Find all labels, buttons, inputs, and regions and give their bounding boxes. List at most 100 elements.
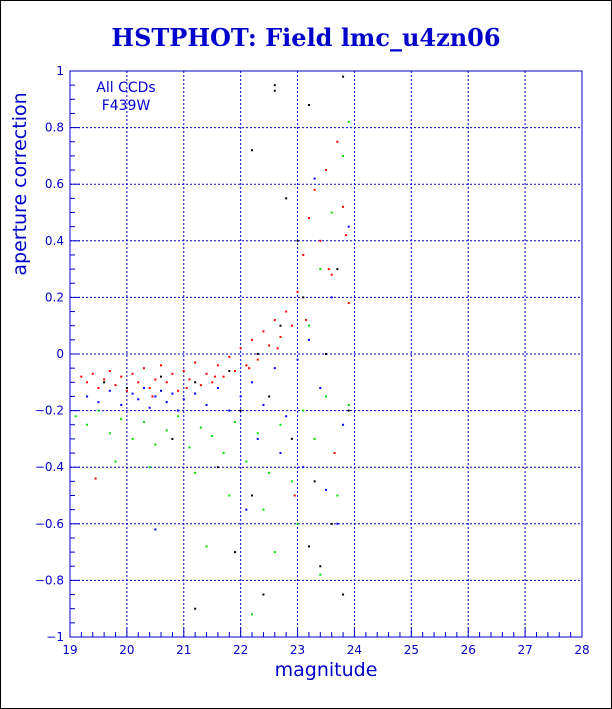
data-point	[194, 381, 197, 384]
data-point	[228, 355, 231, 358]
data-point	[251, 613, 254, 616]
data-point	[279, 452, 282, 455]
data-point	[307, 324, 310, 327]
data-point	[290, 437, 293, 440]
data-point	[245, 460, 248, 463]
data-point	[313, 177, 316, 180]
data-point	[125, 389, 128, 392]
chart-title: HSTPHOT: Field lmc_u4zn06	[111, 23, 500, 52]
data-point	[148, 466, 151, 469]
data-point	[325, 395, 327, 398]
data-point	[108, 369, 111, 372]
data-point	[194, 607, 197, 610]
y-tick-label: 0	[56, 347, 64, 361]
data-point	[273, 319, 276, 322]
x-tick-label: 25	[404, 643, 419, 657]
data-point	[160, 364, 163, 367]
data-point	[251, 149, 254, 152]
data-point	[245, 364, 248, 367]
data-point	[307, 217, 310, 220]
data-point	[165, 381, 168, 384]
data-point	[171, 437, 174, 440]
data-point	[108, 389, 111, 392]
data-point	[256, 353, 259, 355]
data-point	[239, 409, 242, 412]
data-point	[256, 432, 259, 435]
data-point	[296, 522, 299, 525]
data-point	[285, 197, 288, 200]
data-point	[194, 392, 197, 395]
data-point	[211, 435, 214, 438]
data-point	[228, 494, 231, 497]
data-point	[97, 409, 100, 412]
data-point	[256, 437, 259, 440]
data-point	[305, 319, 308, 322]
data-point	[171, 392, 174, 395]
data-point	[262, 593, 265, 596]
data-point	[279, 423, 282, 426]
data-point	[142, 420, 145, 423]
data-point	[296, 239, 299, 242]
x-tick-label: 20	[119, 643, 134, 657]
ticks-layer: 19 20 21 22 23 24 25 26 27 28 −1 −0.8 −0.6 −0.4 −0.2 0 0…	[35, 64, 590, 657]
data-point	[188, 446, 191, 449]
data-point	[313, 437, 316, 440]
data-point	[154, 395, 157, 398]
data-point	[325, 169, 327, 172]
data-point	[80, 375, 83, 378]
data-point	[160, 389, 163, 392]
data-point	[216, 466, 219, 469]
data-point	[188, 378, 191, 381]
data-point	[347, 225, 350, 228]
data-point	[330, 211, 333, 214]
data-point	[137, 398, 140, 401]
data-point	[97, 401, 100, 404]
data-point	[211, 381, 214, 384]
data-point	[268, 395, 271, 398]
annotation-filter: F439W	[102, 98, 151, 114]
data-point	[86, 423, 89, 426]
data-point	[171, 372, 174, 375]
data-point	[302, 296, 305, 299]
data-point	[319, 386, 322, 389]
data-point	[342, 154, 345, 157]
data-point	[273, 84, 276, 87]
data-point	[296, 290, 299, 293]
data-point	[262, 508, 265, 511]
data-point	[347, 120, 350, 123]
data-point	[114, 460, 117, 463]
data-point	[279, 336, 282, 339]
data-point	[120, 418, 123, 421]
data-point	[205, 372, 208, 375]
data-point	[342, 205, 345, 208]
data-point	[319, 573, 322, 576]
data-point	[154, 528, 157, 531]
data-point	[142, 386, 145, 389]
data-point	[131, 392, 134, 395]
x-tick-label: 27	[517, 643, 532, 657]
data-point	[251, 338, 254, 341]
data-point	[148, 406, 151, 409]
data-point	[248, 367, 251, 370]
y-tick-label: −0.4	[35, 460, 64, 474]
data-point	[103, 378, 106, 381]
data-point	[336, 494, 339, 497]
data-point	[194, 471, 197, 474]
data-point	[256, 358, 259, 361]
data-point	[273, 367, 276, 370]
data-point	[319, 239, 322, 242]
y-tick-label: 0.8	[45, 121, 64, 135]
y-tick-label: 0.4	[45, 234, 64, 248]
y-tick-label: 0.6	[45, 177, 64, 191]
data-point	[296, 358, 299, 361]
data-point	[216, 364, 219, 367]
data-point	[91, 372, 94, 375]
data-point	[268, 344, 271, 347]
data-point	[97, 386, 100, 389]
data-point	[276, 347, 279, 350]
data-point	[313, 480, 316, 483]
data-point	[177, 415, 180, 418]
data-point	[273, 551, 276, 554]
data-point	[142, 367, 145, 370]
